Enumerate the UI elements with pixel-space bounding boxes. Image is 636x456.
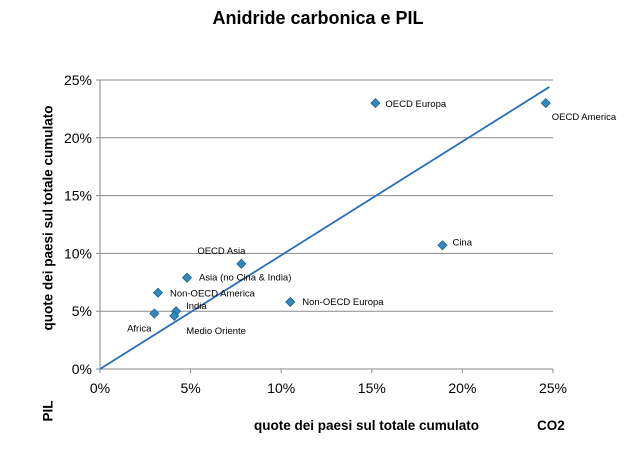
y-axis-label: quote dei paesi sul totale cumulato <box>40 105 56 331</box>
data-label: OECD America <box>552 112 617 123</box>
data-label: Medio Oriente <box>186 326 246 337</box>
data-point <box>285 296 296 308</box>
x-tick-label: 10% <box>267 380 295 396</box>
data-label: OECD Asia <box>197 246 246 257</box>
data-point <box>370 98 381 109</box>
x-tick-label: 15% <box>358 380 386 396</box>
data-label: Asia (no Cina & India) <box>199 273 291 284</box>
x-axis-label: quote dei paesi sul totale cumulato <box>254 418 480 433</box>
x-tick-label: 0% <box>90 380 110 396</box>
y-tick-label: 20% <box>64 130 92 146</box>
data-point <box>540 98 551 109</box>
data-point <box>437 240 448 251</box>
data-point <box>236 258 247 269</box>
y-tick-label: 25% <box>64 72 92 88</box>
trendline <box>99 86 550 370</box>
data-label: Non-OECD America <box>170 289 256 300</box>
data-point <box>169 310 180 321</box>
x-tick-label: 25% <box>539 380 567 396</box>
data-label: Cina <box>452 237 472 248</box>
data-point <box>149 308 160 319</box>
data-label: India <box>186 301 207 312</box>
data-point <box>181 272 193 283</box>
y-tick-label: 10% <box>64 245 92 261</box>
data-point <box>152 287 164 298</box>
x-tick-label: 20% <box>448 380 476 396</box>
data-label: OECD Europa <box>385 99 446 110</box>
y-tick-label: 0% <box>72 361 92 377</box>
y-tick-label: 15% <box>64 188 92 204</box>
y-axis-label-suffix: PIL <box>40 400 56 422</box>
x-tick-label: 5% <box>180 380 200 396</box>
x-axis-label-suffix: CO2 <box>537 418 565 433</box>
chart-title: Anidride carbonica e PIL <box>212 8 424 28</box>
y-tick-label: 5% <box>72 303 92 319</box>
data-label: Non-OECD Europa <box>302 297 384 308</box>
data-label: Africa <box>127 324 152 335</box>
